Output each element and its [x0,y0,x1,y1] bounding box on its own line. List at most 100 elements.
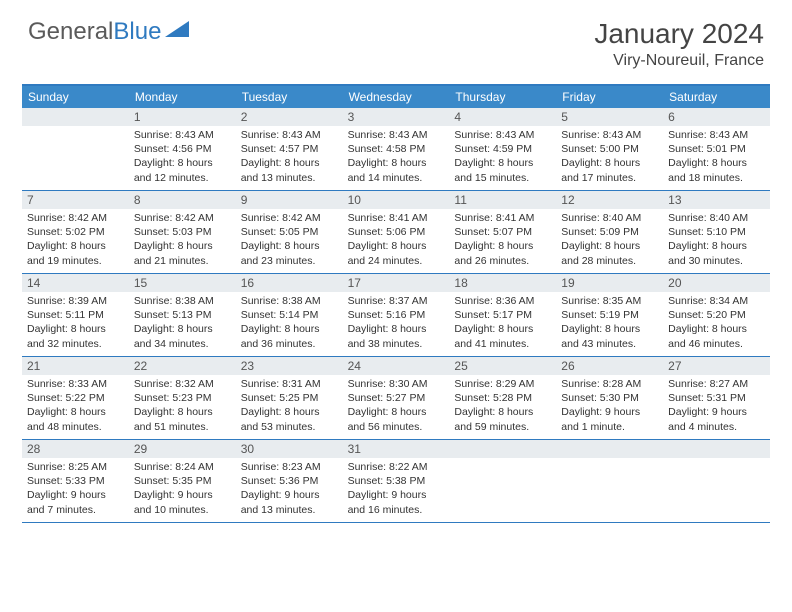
sunrise-text: Sunrise: 8:27 AM [668,377,765,391]
day-number: 16 [236,274,343,292]
month-title: January 2024 [594,18,764,50]
sunset-text: Sunset: 5:06 PM [348,225,445,239]
sunrise-text: Sunrise: 8:34 AM [668,294,765,308]
day-cell: 24Sunrise: 8:30 AMSunset: 5:27 PMDayligh… [343,357,450,439]
day-body: Sunrise: 8:31 AMSunset: 5:25 PMDaylight:… [236,375,343,438]
daylight-text: and 51 minutes. [134,420,231,434]
day-cell: 9Sunrise: 8:42 AMSunset: 5:05 PMDaylight… [236,191,343,273]
day-cell: 6Sunrise: 8:43 AMSunset: 5:01 PMDaylight… [663,108,770,190]
daylight-text: and 30 minutes. [668,254,765,268]
daylight-text: Daylight: 8 hours [348,239,445,253]
daylight-text: and 19 minutes. [27,254,124,268]
daylight-text: and 23 minutes. [241,254,338,268]
day-body: Sunrise: 8:33 AMSunset: 5:22 PMDaylight:… [22,375,129,438]
sunrise-text: Sunrise: 8:39 AM [27,294,124,308]
daylight-text: Daylight: 8 hours [668,239,765,253]
daylight-text: and 13 minutes. [241,171,338,185]
daylight-text: Daylight: 8 hours [561,239,658,253]
sunrise-text: Sunrise: 8:35 AM [561,294,658,308]
sunrise-text: Sunrise: 8:32 AM [134,377,231,391]
daylight-text: Daylight: 8 hours [348,405,445,419]
weekday-header-row: SundayMondayTuesdayWednesdayThursdayFrid… [22,86,770,108]
logo-text-2: Blue [113,18,161,46]
day-body: Sunrise: 8:40 AMSunset: 5:09 PMDaylight:… [556,209,663,272]
sunset-text: Sunset: 5:20 PM [668,308,765,322]
day-number: 4 [449,108,556,126]
sunset-text: Sunset: 5:30 PM [561,391,658,405]
daylight-text: Daylight: 8 hours [241,322,338,336]
day-cell: 3Sunrise: 8:43 AMSunset: 4:58 PMDaylight… [343,108,450,190]
daylight-text: and 4 minutes. [668,420,765,434]
day-number: 5 [556,108,663,126]
sunrise-text: Sunrise: 8:43 AM [668,128,765,142]
day-body: Sunrise: 8:38 AMSunset: 5:13 PMDaylight:… [129,292,236,355]
daylight-text: Daylight: 9 hours [27,488,124,502]
sunset-text: Sunset: 5:03 PM [134,225,231,239]
day-number: 31 [343,440,450,458]
day-cell: 10Sunrise: 8:41 AMSunset: 5:06 PMDayligh… [343,191,450,273]
daylight-text: and 41 minutes. [454,337,551,351]
day-cell [22,108,129,190]
daylight-text: and 26 minutes. [454,254,551,268]
daylight-text: and 10 minutes. [134,503,231,517]
day-number: 18 [449,274,556,292]
day-body: Sunrise: 8:42 AMSunset: 5:02 PMDaylight:… [22,209,129,272]
daylight-text: and 34 minutes. [134,337,231,351]
sunset-text: Sunset: 5:28 PM [454,391,551,405]
day-body: Sunrise: 8:43 AMSunset: 4:57 PMDaylight:… [236,126,343,189]
day-body: Sunrise: 8:42 AMSunset: 5:03 PMDaylight:… [129,209,236,272]
day-number: 9 [236,191,343,209]
weekday-header: Saturday [663,86,770,108]
day-cell: 4Sunrise: 8:43 AMSunset: 4:59 PMDaylight… [449,108,556,190]
logo-text-1: General [28,18,113,46]
weekday-header: Sunday [22,86,129,108]
sunset-text: Sunset: 5:36 PM [241,474,338,488]
daylight-text: Daylight: 8 hours [454,405,551,419]
day-number [556,440,663,458]
sunrise-text: Sunrise: 8:31 AM [241,377,338,391]
daylight-text: Daylight: 8 hours [348,156,445,170]
daylight-text: and 56 minutes. [348,420,445,434]
day-body: Sunrise: 8:43 AMSunset: 5:01 PMDaylight:… [663,126,770,189]
sunrise-text: Sunrise: 8:37 AM [348,294,445,308]
sunset-text: Sunset: 5:11 PM [27,308,124,322]
sunset-text: Sunset: 4:57 PM [241,142,338,156]
day-number [663,440,770,458]
daylight-text: Daylight: 8 hours [134,322,231,336]
day-cell: 17Sunrise: 8:37 AMSunset: 5:16 PMDayligh… [343,274,450,356]
daylight-text: Daylight: 8 hours [134,156,231,170]
daylight-text: Daylight: 8 hours [668,322,765,336]
sunrise-text: Sunrise: 8:43 AM [561,128,658,142]
week-row: 1Sunrise: 8:43 AMSunset: 4:56 PMDaylight… [22,108,770,191]
sunset-text: Sunset: 5:38 PM [348,474,445,488]
weekday-header: Thursday [449,86,556,108]
day-cell: 23Sunrise: 8:31 AMSunset: 5:25 PMDayligh… [236,357,343,439]
day-cell: 21Sunrise: 8:33 AMSunset: 5:22 PMDayligh… [22,357,129,439]
day-number: 29 [129,440,236,458]
day-number: 21 [22,357,129,375]
day-number: 2 [236,108,343,126]
day-body: Sunrise: 8:25 AMSunset: 5:33 PMDaylight:… [22,458,129,521]
logo-triangle-icon [165,18,191,46]
day-body: Sunrise: 8:32 AMSunset: 5:23 PMDaylight:… [129,375,236,438]
daylight-text: Daylight: 8 hours [454,156,551,170]
daylight-text: Daylight: 8 hours [561,156,658,170]
day-cell: 31Sunrise: 8:22 AMSunset: 5:38 PMDayligh… [343,440,450,522]
day-cell: 19Sunrise: 8:35 AMSunset: 5:19 PMDayligh… [556,274,663,356]
daylight-text: Daylight: 8 hours [668,156,765,170]
daylight-text: Daylight: 8 hours [27,405,124,419]
day-cell: 30Sunrise: 8:23 AMSunset: 5:36 PMDayligh… [236,440,343,522]
day-cell: 13Sunrise: 8:40 AMSunset: 5:10 PMDayligh… [663,191,770,273]
sunset-text: Sunset: 5:25 PM [241,391,338,405]
day-cell: 29Sunrise: 8:24 AMSunset: 5:35 PMDayligh… [129,440,236,522]
sunset-text: Sunset: 5:31 PM [668,391,765,405]
daylight-text: and 36 minutes. [241,337,338,351]
daylight-text: and 15 minutes. [454,171,551,185]
sunrise-text: Sunrise: 8:40 AM [561,211,658,225]
day-number: 6 [663,108,770,126]
day-body: Sunrise: 8:41 AMSunset: 5:07 PMDaylight:… [449,209,556,272]
daylight-text: and 14 minutes. [348,171,445,185]
daylight-text: Daylight: 8 hours [454,322,551,336]
location: Viry-Noureuil, France [594,52,764,70]
day-number: 7 [22,191,129,209]
